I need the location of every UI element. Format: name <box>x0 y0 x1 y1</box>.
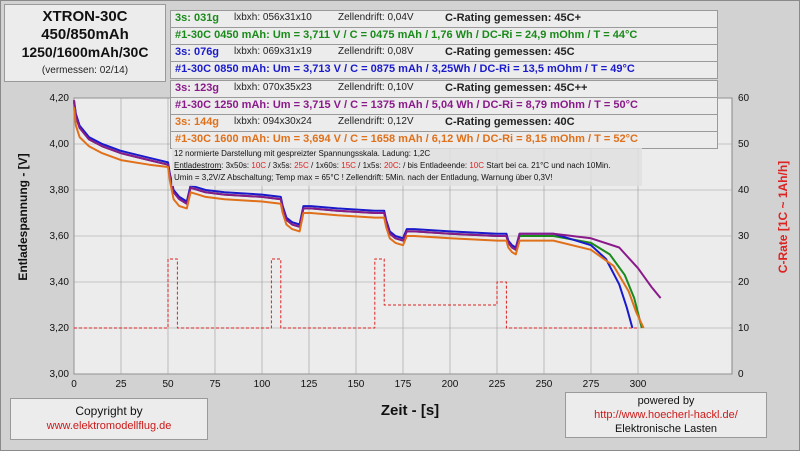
pack-crating: C-Rating gemessen: 45C <box>445 46 575 58</box>
powered-description: Elektronische Lasten <box>614 423 718 435</box>
y-tick-label: 3,00 <box>50 369 70 380</box>
notes-text: Start bei ca. 21°C und nach 10Min. <box>484 161 611 170</box>
x-tick-label: 100 <box>254 379 271 390</box>
y-tick-label: 4,20 <box>50 93 70 104</box>
y-tick-label: 3,80 <box>50 185 70 196</box>
y2-tick-label: 10 <box>738 323 750 334</box>
x-tick-label: 25 <box>115 379 127 390</box>
notes-text: : 3x50s: <box>221 161 252 170</box>
x-tick-label: 275 <box>583 379 600 390</box>
pack-dimensions: lxbxh: 070x35x23 <box>234 82 312 93</box>
pack-weight: 3s: 031g <box>175 12 220 24</box>
pack-weight: 3s: 076g <box>175 46 220 58</box>
x-tick-label: 0 <box>71 379 77 390</box>
powered-box: powered by http://www.hoecherl-hackl.de/… <box>565 392 767 438</box>
y2-tick-label: 20 <box>738 277 750 288</box>
pack-crating: C-Rating gemessen: 45C++ <box>445 82 588 94</box>
pack-result-row <box>170 61 718 79</box>
measured-date: (vermessen: 02/14) <box>41 65 129 76</box>
y-tick-label: 3,20 <box>50 323 70 334</box>
x-tick-label: 175 <box>395 379 412 390</box>
y-tick-label: 4,00 <box>50 139 70 150</box>
pack-weight: 3s: 123g <box>175 82 220 94</box>
y2-tick-label: 30 <box>738 231 750 242</box>
y-tick-label: 3,40 <box>50 277 70 288</box>
notes-rate: 10C <box>469 161 485 170</box>
pack-drift: Zellendrift: 0,12V <box>338 116 414 127</box>
axis-ticks: 3,003,203,403,603,804,004,200 25 50 75 100 12… <box>50 93 750 390</box>
x-tick-label: 300 <box>630 379 647 390</box>
y2-tick-label: 0 <box>738 369 744 380</box>
x-tick-label: 200 <box>442 379 459 390</box>
pack-result: #1-30C 0450 mAh: Um = 3,711 V / C = 0475… <box>175 29 638 41</box>
notes-text: / 1x5s: <box>355 161 384 170</box>
y2-tick-label: 40 <box>738 185 750 196</box>
model-box: XTRON-30C 450/850mAh 1250/1600mAh/30C (v… <box>4 4 166 82</box>
pack-drift: Zellendrift: 0,08V <box>338 46 414 57</box>
notes-rate: 15C <box>341 161 356 170</box>
notes-rate: 25C <box>294 161 309 170</box>
x-tick-label: 50 <box>162 379 174 390</box>
notes-box: 12 normierte Darstellung mit gespreizter… <box>172 148 642 186</box>
model-capacities-2: 1250/1600mAh/30C <box>21 44 149 60</box>
pack-weight: 3s: 144g <box>175 116 220 128</box>
pack-dimensions: lxbxh: 094x30x24 <box>234 116 312 127</box>
y2-axis-title: C-Rate [1C ~ 1Ah/h] <box>776 160 790 274</box>
copyright-label: Copyright by <box>75 404 143 418</box>
pack-drift: Zellendrift: 0,04V <box>338 12 414 23</box>
copyright-box: Copyright by www.elektromodellflug.de <box>10 398 208 440</box>
x-tick-label: 125 <box>301 379 318 390</box>
y-axis-title: Entladespannung - [V] <box>16 153 30 281</box>
pack-drift: Zellendrift: 0,10V <box>338 82 414 93</box>
y2-tick-label: 50 <box>738 139 750 150</box>
x-tick-label: 75 <box>209 379 221 390</box>
pack-dimensions: lxbxh: 056x31x10 <box>234 12 312 23</box>
powered-url[interactable]: http://www.hoecherl-hackl.de/ <box>594 409 738 421</box>
pack-result: #1-30C 1250 mAh: Um = 3,715 V / C = 1375… <box>175 99 638 111</box>
notes-line: 12 normierte Darstellung mit gespreizter… <box>174 149 431 158</box>
pack-crating: C-Rating gemessen: 45C+ <box>445 12 582 24</box>
notes-text: / 3x5s: <box>266 161 295 170</box>
pack-result: #1-30C 0850 mAh: Um = 3,713 V / C = 0875… <box>175 63 635 75</box>
x-axis-title: Zeit - [s] <box>380 402 440 419</box>
model-name: XTRON-30C <box>42 8 128 25</box>
notes-text: : / bis Entladeende: <box>398 161 470 170</box>
notes-text: / 1x60s: <box>308 161 342 170</box>
y-tick-label: 3,60 <box>50 231 70 242</box>
model-capacities: 450/850mAh <box>41 26 129 43</box>
y2-tick-label: 60 <box>738 93 750 104</box>
series-lines <box>73 100 662 329</box>
copyright-url[interactable]: www.elektromodellflug.de <box>46 420 172 432</box>
x-tick-label: 250 <box>536 379 553 390</box>
notes-rate: 20C <box>383 161 399 170</box>
pack-dimensions: lxbxh: 069x31x19 <box>234 46 312 57</box>
notes-line: Entladestrom: 3x50s: 10C / 3x5s: 25C / 1… <box>172 160 642 172</box>
series-line-voltage <box>73 107 645 329</box>
notes-text: Entladestrom <box>174 161 222 170</box>
notes-rate: 10C <box>251 161 267 170</box>
x-tick-label: 150 <box>348 379 365 390</box>
pack-crating: C-Rating gemessen: 40C <box>445 116 575 128</box>
x-tick-label: 225 <box>489 379 506 390</box>
pack-result: #1-30C 1600 mAh: Um = 3,694 V / C = 1658… <box>175 133 638 145</box>
notes-line: Umin = 3,2V/Z Abschaltung; Temp max = 65… <box>174 173 553 182</box>
powered-label: powered by <box>637 395 695 407</box>
series-line-crate <box>74 258 638 329</box>
